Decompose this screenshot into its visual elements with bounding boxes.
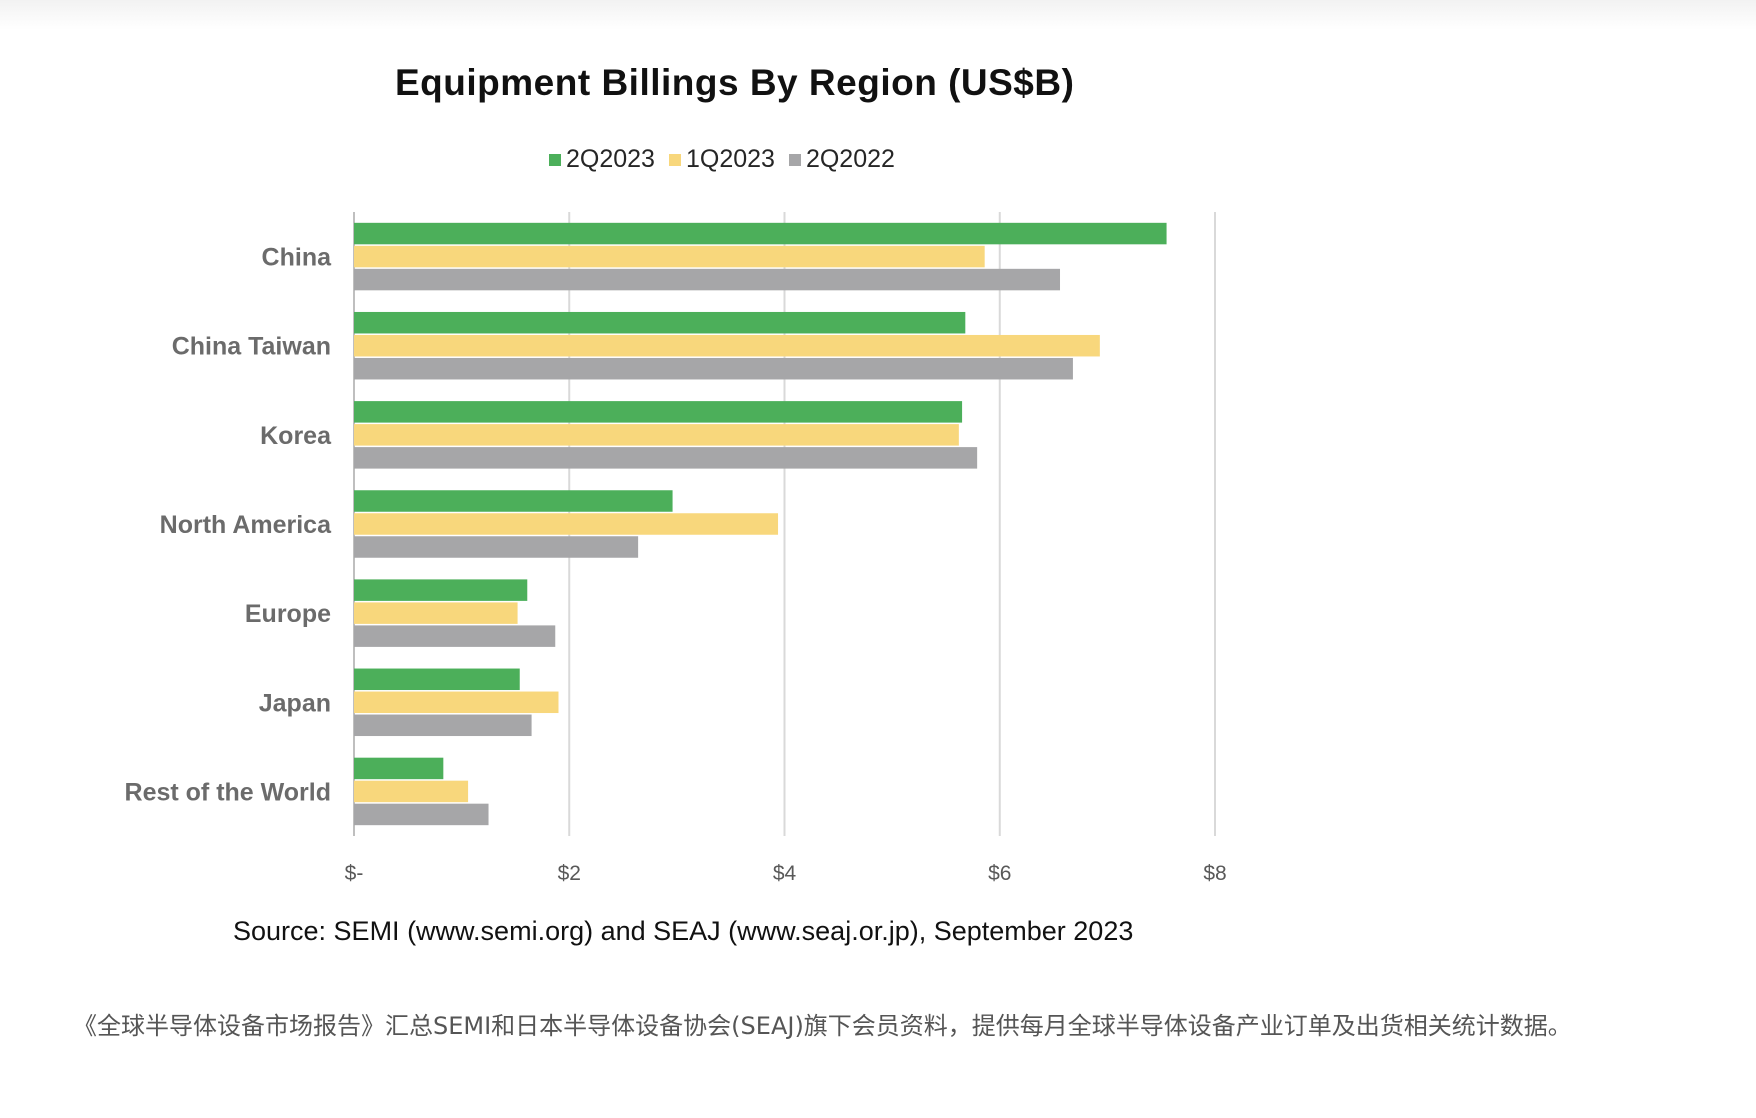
bar-2Q2023-3: [354, 490, 673, 512]
category-label-3: North America: [160, 511, 332, 539]
x-tick-label-4: $8: [1203, 862, 1226, 885]
legend-item-1: 1Q2023: [668, 145, 775, 174]
x-tick-label-2: $4: [773, 862, 797, 885]
x-tick-label-1: $2: [558, 862, 581, 885]
bar-2Q2022-3: [354, 536, 639, 558]
legend-item-2: 2Q2022: [788, 145, 895, 174]
chart-source: Source: SEMI (www.semi.org) and SEAJ (ww…: [233, 916, 1134, 946]
category-label-0: China: [262, 244, 333, 272]
bar-1Q2023-3: [354, 513, 779, 535]
bar-2Q2023-4: [354, 579, 528, 601]
bar-2Q2022-0: [354, 268, 1061, 291]
x-tick-label-3: $6: [988, 862, 1011, 885]
bar-2Q2023-2: [354, 401, 963, 423]
legend-label-2: 2Q2022: [805, 145, 895, 173]
bar-2Q2022-5: [354, 714, 532, 737]
article-caption: 《全球半导体设备市场报告》汇总SEMI和日本半导体设备协会(SEAJ)旗下会员资…: [73, 1012, 1572, 1040]
chart-title: Equipment Billings By Region (US$B): [395, 62, 1075, 103]
bar-1Q2023-1: [354, 334, 1100, 357]
bar-1Q2023-0: [354, 245, 985, 268]
bar-2Q2022-2: [354, 447, 978, 469]
bar-1Q2023-6: [354, 780, 469, 803]
legend-swatch-0: [549, 153, 561, 166]
bar-2Q2023-1: [354, 311, 966, 334]
bar-chart: $- $2 $4 $6 $8 China China Taiwan Korea North Am…: [125, 212, 1227, 885]
bar-2Q2022-4: [354, 625, 556, 647]
category-label-1: China Taiwan: [172, 333, 331, 361]
chart-legend: 2Q2023 1Q2023 2Q2022: [549, 145, 909, 174]
bar-2Q2023-5: [354, 668, 520, 691]
bar-1Q2023-5: [354, 691, 559, 714]
category-label-2: Korea: [260, 422, 332, 450]
legend-label-1: 1Q2023: [685, 145, 775, 173]
bar-2Q2022-1: [354, 357, 1073, 380]
category-label-6: Rest of the World: [125, 778, 331, 806]
bar-2Q2023-6: [354, 757, 444, 780]
top-fade: [0, 0, 1756, 30]
bar-2Q2022-6: [354, 803, 489, 826]
legend-item-0: 2Q2023: [549, 145, 655, 174]
category-label-5: Japan: [259, 689, 331, 717]
bar-1Q2023-2: [354, 424, 959, 446]
category-label-4: Europe: [245, 600, 331, 628]
legend-swatch-2: [788, 153, 801, 166]
x-tick-label-0: $-: [345, 862, 364, 885]
bar-2Q2023-0: [354, 222, 1167, 245]
legend-swatch-1: [668, 153, 681, 166]
bar-1Q2023-4: [354, 602, 518, 624]
legend-label-0: 2Q2023: [566, 145, 655, 173]
